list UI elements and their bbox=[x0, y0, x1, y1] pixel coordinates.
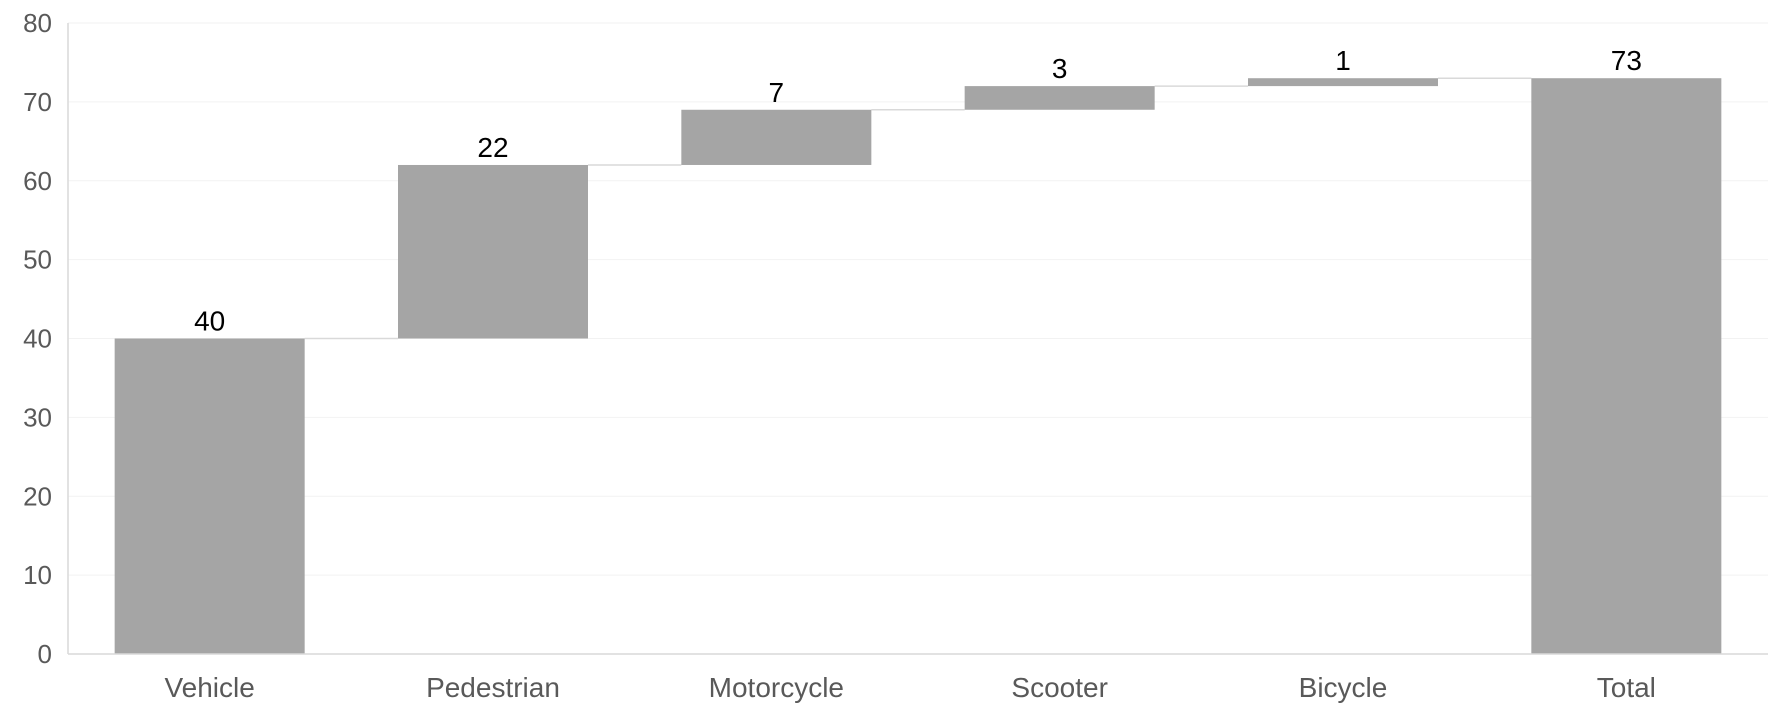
x-category-label: Pedestrian bbox=[426, 672, 560, 703]
y-tick-label: 30 bbox=[23, 402, 52, 432]
y-tick-label: 10 bbox=[23, 560, 52, 590]
x-category-label: Vehicle bbox=[165, 672, 255, 703]
data-label-motorcycle: 7 bbox=[769, 77, 785, 108]
bar-pedestrian bbox=[398, 164, 588, 339]
data-label-bicycle: 1 bbox=[1335, 45, 1351, 76]
data-label-vehicle: 40 bbox=[194, 306, 225, 337]
connector-layer bbox=[304, 77, 1532, 340]
y-tick-label: 50 bbox=[23, 245, 52, 275]
bar-motorcycle bbox=[681, 109, 872, 165]
y-tick-label: 40 bbox=[23, 324, 52, 354]
y-tick-label: 70 bbox=[23, 87, 52, 117]
y-tick-labels: 0 10 20 30 40 50 60 70 80 bbox=[23, 8, 52, 669]
bar-scooter bbox=[964, 86, 1155, 110]
bar-total bbox=[1531, 78, 1722, 654]
grid-layer bbox=[68, 22, 1768, 576]
x-category-label: Total bbox=[1597, 672, 1656, 703]
data-label-scooter: 3 bbox=[1052, 53, 1068, 84]
x-category-label: Scooter bbox=[1011, 672, 1108, 703]
x-category-label: Motorcycle bbox=[709, 672, 844, 703]
bar-bicycle bbox=[1248, 78, 1438, 87]
y-tick-label: 20 bbox=[23, 481, 52, 511]
x-category-label: Bicycle bbox=[1299, 672, 1388, 703]
y-tick-label: 60 bbox=[23, 166, 52, 196]
x-category-labels: Vehicle Pedestrian Motorcycle Scooter Bicycl… bbox=[165, 672, 1656, 703]
data-label-pedestrian: 22 bbox=[477, 132, 508, 163]
y-tick-label: 0 bbox=[38, 639, 52, 669]
bar-layer bbox=[114, 78, 1722, 654]
y-tick-label: 80 bbox=[23, 8, 52, 38]
data-label-total: 73 bbox=[1611, 45, 1642, 76]
bar-vehicle bbox=[114, 338, 305, 654]
